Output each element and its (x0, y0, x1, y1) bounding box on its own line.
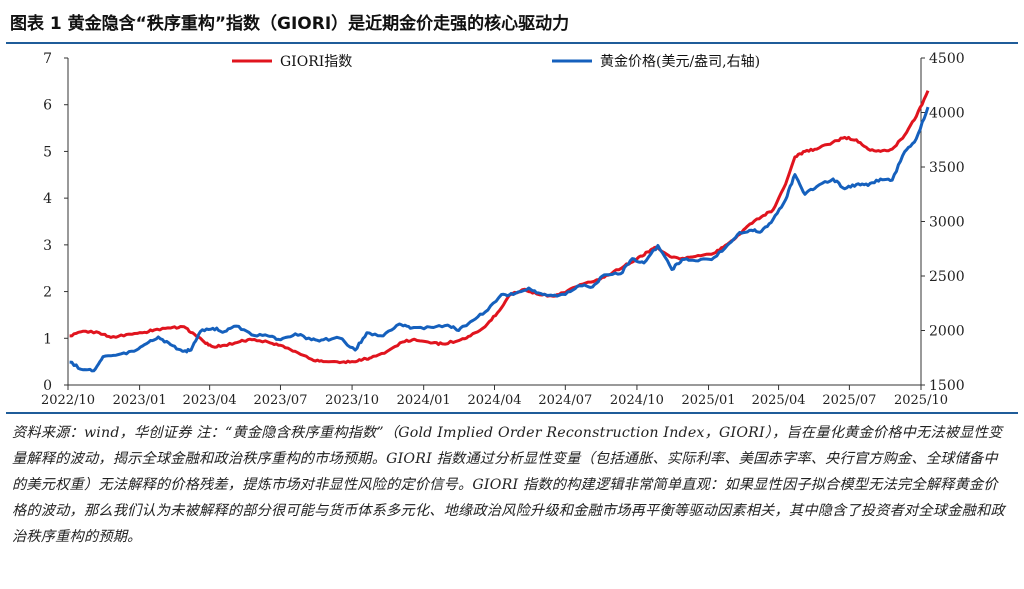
legend-label-gold: 黄金价格(美元/盎司,右轴) (600, 53, 760, 70)
x-tick-label: 2024/07 (538, 393, 592, 408)
axes: 0 1 2 3 4 5 6 7 1500 2000 2500 3000 3500 4000 4500 2022… (41, 51, 965, 408)
chart: 0 1 2 3 4 5 6 7 1500 2000 2500 3000 3500 4000 4500 2022… (41, 51, 965, 408)
y-right-tick-label: 2500 (929, 269, 965, 285)
y-left-tick-label: 1 (43, 331, 52, 347)
y-left-tick-label: 0 (43, 378, 52, 394)
legend-label-giori: GIORI指数 (280, 54, 352, 70)
series-lines (69, 90, 930, 373)
y-left-tick-label: 7 (43, 51, 52, 67)
x-tick-label: 2022/10 (41, 393, 95, 408)
x-tick-label: 2025/10 (894, 393, 948, 408)
y-right-tick-label: 4500 (929, 51, 965, 67)
y-right-tick-label: 1500 (929, 378, 965, 394)
x-tick-label: 2024/04 (467, 393, 521, 408)
x-tick-label: 2024/01 (397, 393, 451, 408)
giori-series-line (69, 90, 930, 365)
gold-price-series-line (69, 106, 930, 373)
y-left-tick-label: 4 (43, 191, 52, 207)
x-tick-label: 2025/07 (822, 393, 876, 408)
y-right-tick-label: 3500 (929, 160, 965, 176)
y-right-tick-label: 3000 (929, 215, 965, 231)
x-tick-label: 2025/01 (682, 393, 736, 408)
x-tick-label: 2023/04 (183, 393, 237, 408)
bottom-rule (6, 412, 1018, 414)
y-left-tick-label: 3 (43, 238, 52, 254)
x-tick-label: 2023/01 (113, 393, 167, 408)
x-tick-label: 2024/10 (610, 393, 664, 408)
top-rule (6, 42, 1018, 44)
y-left-tick-label: 5 (43, 144, 52, 160)
source-note: 资料来源：wind，华创证券 注：“黄金隐含秩序重构指数”（Gold Impli… (12, 425, 1005, 545)
y-left-tick-label: 2 (43, 285, 52, 301)
legend: GIORI指数 黄金价格(美元/盎司,右轴) (232, 53, 760, 70)
y-left-tick-label: 6 (43, 98, 52, 114)
x-tick-label: 2025/04 (752, 393, 806, 408)
y-right-tick-label: 4000 (929, 106, 965, 122)
x-tick-label: 2023/07 (253, 393, 307, 408)
y-right-tick-label: 2000 (929, 324, 965, 340)
figure-title: 图表 1 黄金隐含“秩序重构”指数（GIORI）是近期金价走强的核心驱动力 (10, 14, 570, 34)
x-tick-label: 2023/10 (325, 393, 379, 408)
